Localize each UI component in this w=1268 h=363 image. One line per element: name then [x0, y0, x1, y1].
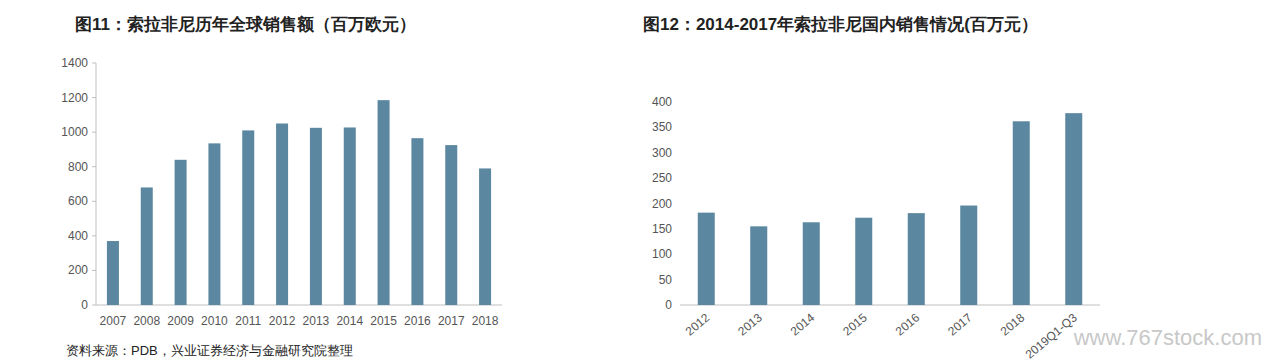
bar [1065, 113, 1082, 305]
x-tick-label: 2019Q1-Q3 [1023, 310, 1080, 361]
y-tick-label: 50 [659, 273, 673, 287]
y-tick-label: 800 [68, 160, 88, 174]
bar [445, 145, 457, 305]
y-tick-label: 1200 [61, 91, 88, 105]
y-tick [92, 97, 96, 98]
x-tick-label: 2018 [472, 314, 499, 328]
x-tick-label: 2011 [235, 314, 261, 328]
chart: 图11：索拉非尼历年全球销售额（百万欧元） 0 200 400 600 800 1000 12… [61, 15, 502, 328]
bar [344, 127, 356, 305]
x-tick-label: 2018 [998, 310, 1028, 338]
y-axis [96, 63, 97, 305]
bar [855, 218, 872, 305]
bars [107, 100, 491, 305]
bar [960, 206, 977, 305]
x-tick-label: 2016 [893, 310, 923, 338]
y-tick-label: 200 [652, 197, 672, 211]
bar [175, 160, 187, 305]
y-tick-label: 150 [652, 222, 672, 236]
bar [1013, 121, 1030, 305]
bar [242, 130, 254, 305]
bar [411, 138, 423, 305]
figure: 图11：索拉非尼历年全球销售额（百万欧元）0200400600800100012… [0, 0, 1268, 363]
y-tick-label: 200 [68, 263, 88, 277]
y-tick [92, 63, 96, 64]
y-tick-label: 0 [81, 298, 88, 312]
y-tick-label: 100 [652, 247, 672, 261]
y-tick [92, 235, 96, 236]
x-tick-label: 2010 [201, 314, 228, 328]
x-tick-label: 2015 [370, 314, 397, 328]
bar [803, 222, 820, 305]
y-tick [92, 201, 96, 202]
chart: 图12：2014-2017年索拉非尼国内销售情况(百万元） 0 50 100 150 20… [643, 15, 1100, 362]
bar [107, 241, 119, 305]
bar [479, 168, 491, 305]
y-tick-label: 600 [68, 194, 88, 208]
y-tick-label: 1400 [61, 56, 88, 70]
bar [208, 143, 220, 305]
y-tick-label: 400 [652, 95, 672, 109]
y-tick-label: 250 [652, 171, 672, 185]
x-axis [680, 305, 1100, 306]
y-tick-label: 400 [68, 229, 88, 243]
y-tick-label: 300 [652, 146, 672, 160]
x-tick-label: 2008 [133, 314, 160, 328]
x-tick-label: 2017 [945, 310, 975, 338]
x-tick-label: 2012 [683, 310, 713, 338]
title: 图12：2014-2017年索拉非尼国内销售情况(百万元） [643, 15, 1038, 34]
x-axis [96, 305, 502, 306]
bar [310, 128, 322, 305]
y-tick [92, 305, 96, 306]
y-tick [92, 270, 96, 271]
bar [750, 226, 767, 305]
x-tick-label: 2013 [303, 314, 330, 328]
bar [378, 100, 390, 305]
y-tick-label: 1000 [61, 125, 88, 139]
y-tick-label: 0 [665, 298, 672, 312]
y-tick-label: 350 [652, 120, 672, 134]
title: 图11：索拉非尼历年全球销售额（百万欧元） [75, 15, 416, 34]
x-tick-label: 2014 [788, 310, 818, 338]
x-tick-label: 2013 [735, 310, 765, 338]
bar [141, 187, 153, 305]
x-tick-label: 2017 [438, 314, 465, 328]
x-tick-label: 2009 [167, 314, 194, 328]
x-tick-label: 2015 [840, 310, 870, 338]
bar [698, 213, 715, 305]
y-tick [92, 132, 96, 133]
x-tick-label: 2012 [269, 314, 296, 328]
x-tick-label: 2014 [336, 314, 363, 328]
bar [908, 213, 925, 305]
watermark: www.767stock.com [1073, 325, 1262, 350]
bars [698, 113, 1083, 305]
x-tick-label: 2007 [100, 314, 127, 328]
source: 资料来源：PDB，兴业证券经济与金融研究院整理 [66, 343, 353, 358]
bar [276, 124, 288, 306]
x-tick-label: 2016 [404, 314, 431, 328]
y-tick [92, 166, 96, 167]
